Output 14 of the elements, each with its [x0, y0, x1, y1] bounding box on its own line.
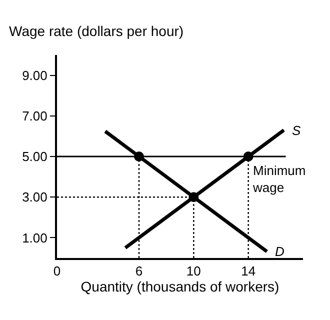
- series-label: S: [292, 123, 301, 138]
- x-axis-title: Quantity (thousands of workers): [80, 278, 280, 295]
- y-tick-label: 7.00: [22, 108, 48, 124]
- x-tick-label: 10: [186, 264, 201, 279]
- ref-line-label: Minimum wage: [252, 163, 306, 195]
- y-tick-label: 9.00: [22, 68, 48, 83]
- x-tick-label: 14: [241, 264, 256, 279]
- x-tick-label: 0: [53, 264, 61, 279]
- series-label: D: [275, 244, 284, 259]
- y-tick-label: 5.00: [22, 149, 48, 164]
- y-tick-label: 3.00: [22, 190, 48, 205]
- x-tick-label: 6: [135, 264, 143, 279]
- y-tick-label: 1.00: [22, 230, 48, 246]
- y-axis-title: Wage rate (dollars per hour): [9, 23, 184, 39]
